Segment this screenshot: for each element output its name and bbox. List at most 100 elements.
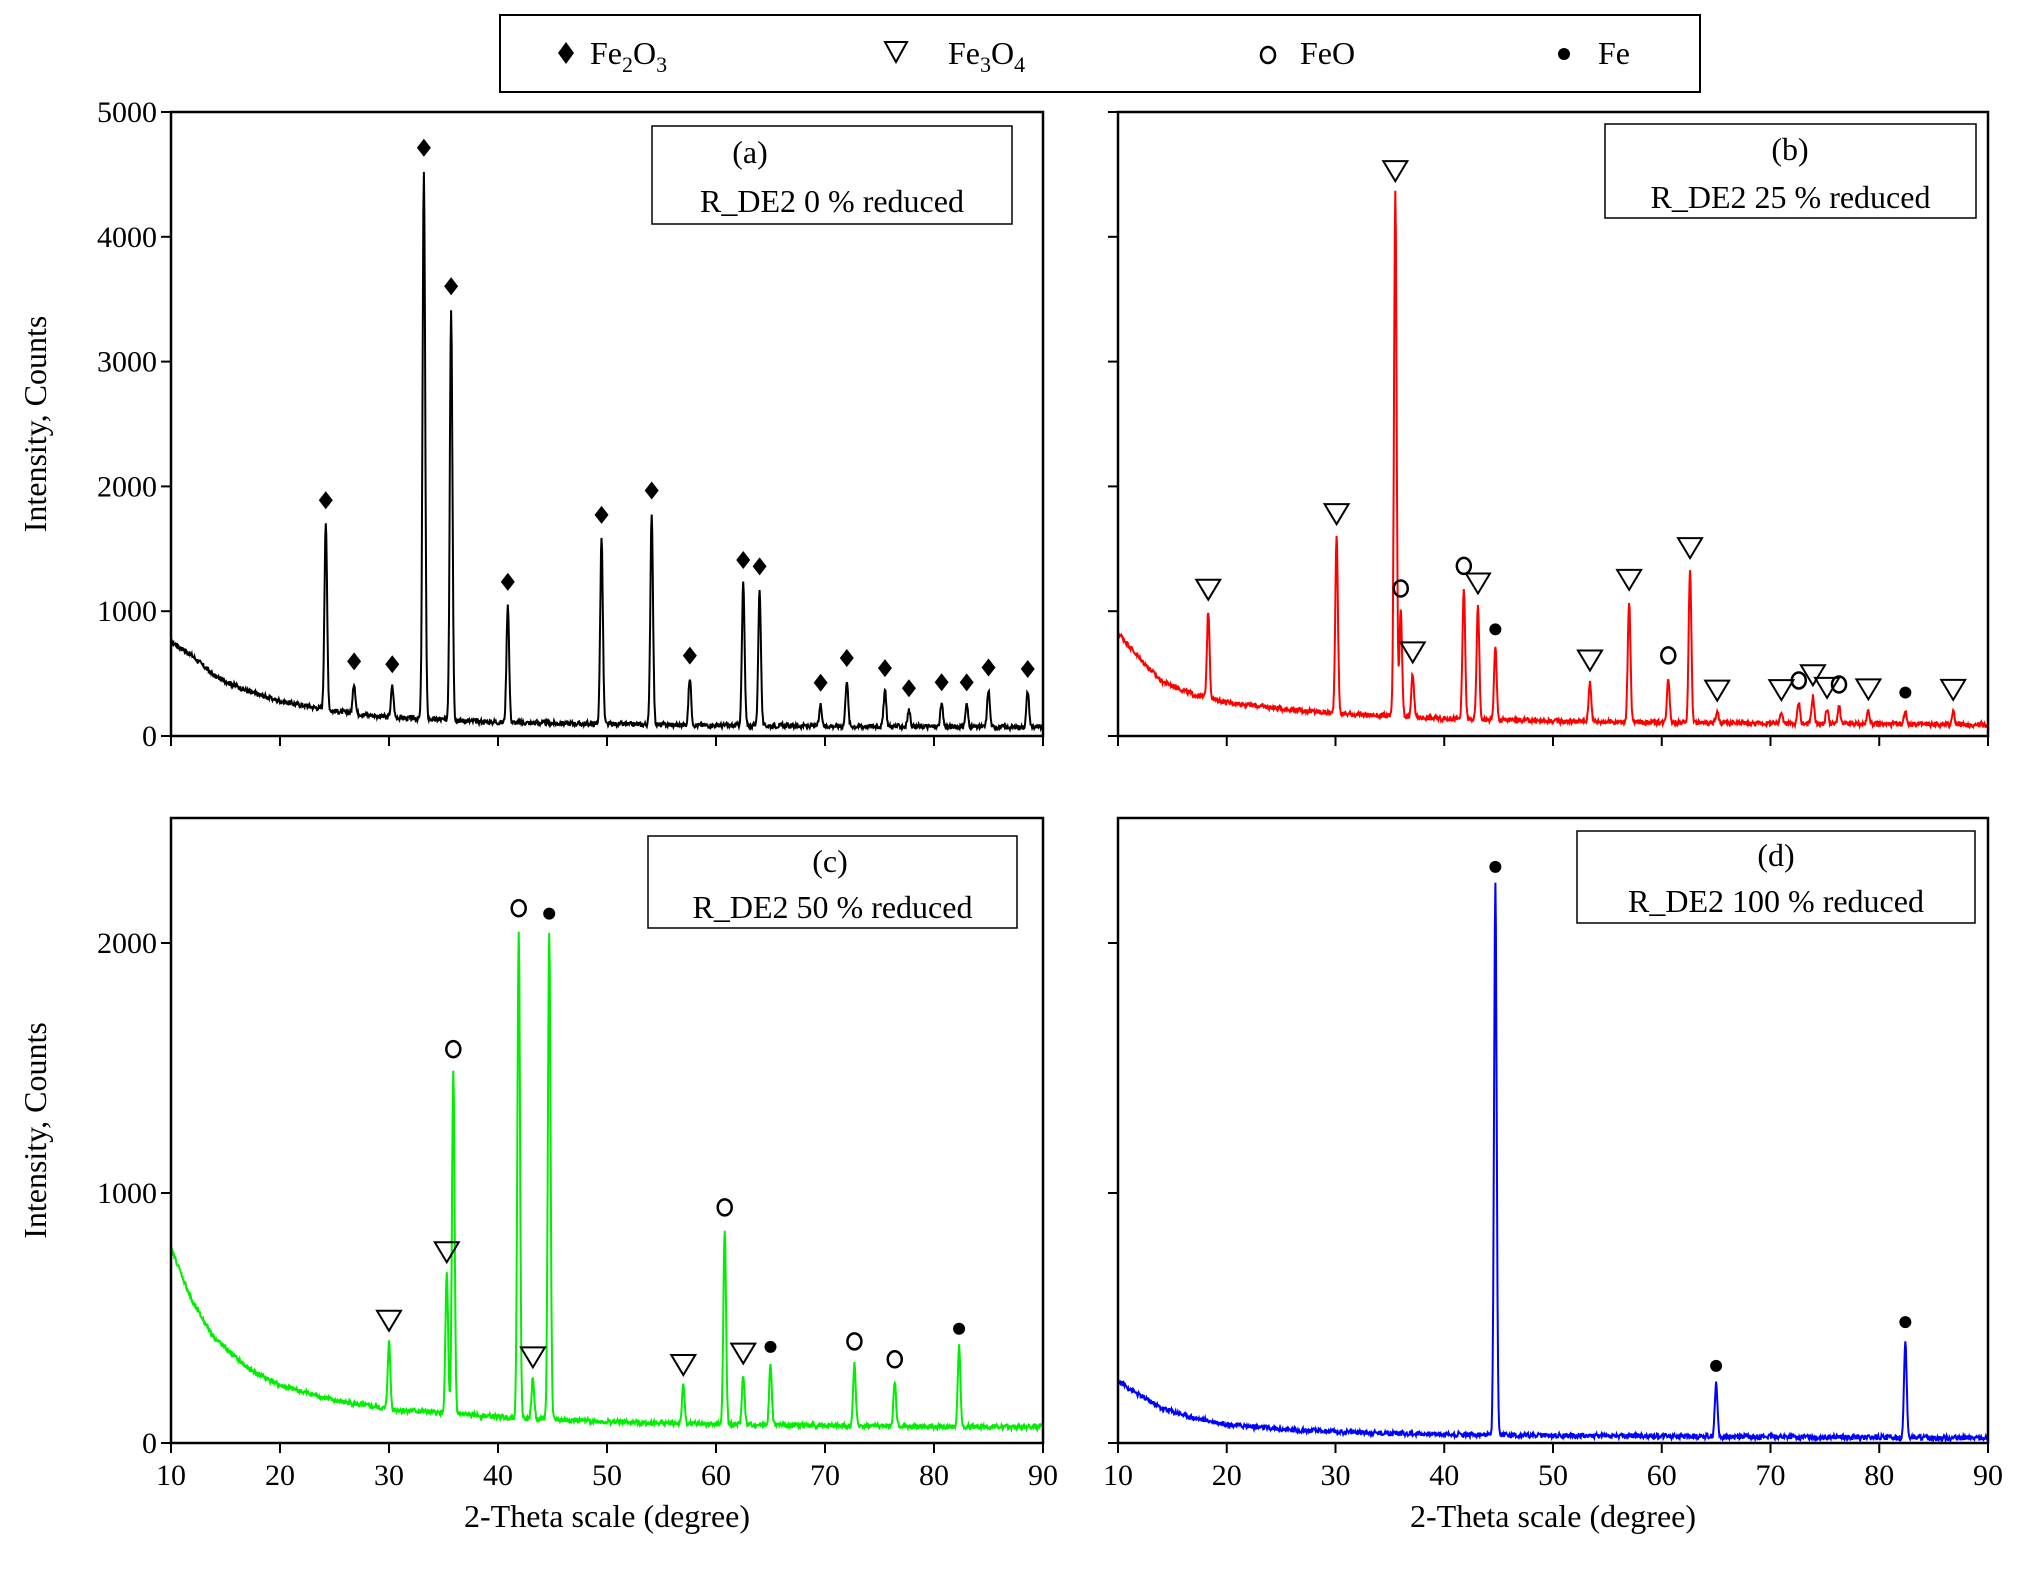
legend: Fe2O3 Fe3O4 FeO Fe [499,14,1701,93]
y-tick-label-c-2: 2000 [97,927,157,960]
peak-marker-c-10 [846,1332,863,1351]
x-tick-label-c-5: 60 [701,1459,731,1492]
legend-box [499,14,1701,93]
panel-label-c: R_DE2 50 % reduced [693,889,973,925]
x-tick-label-d-6: 70 [1756,1459,1786,1492]
peak-marker-b-17 [1830,675,1848,694]
peak-marker-b-13 [1767,679,1796,703]
panel-d: 10 20 30 40 50 60 70 80 90 2-Theta scale (degree)… [1103,816,2003,1534]
peak-marker-a-17 [981,658,996,677]
y-tick-label-a-2: 2000 [97,470,157,503]
peak-marker-b-5 [1455,556,1473,576]
legend-label-fe2o3: Fe2O3 [590,35,667,77]
peak-marker-b-6 [1464,572,1492,596]
peak-marker-c-8 [729,1342,758,1366]
peak-marker-c-9 [764,1340,777,1353]
peak-marker-c-2 [445,1039,462,1059]
legend-triangle-icon [883,41,909,65]
peak-marker-a-9 [736,551,751,570]
peak-marker-c-0 [375,1309,403,1333]
peak-marker-c-12 [953,1322,966,1335]
peak-marker-c-7 [716,1198,733,1217]
x-tick-label-d-1: 20 [1212,1459,1242,1492]
peak-marker-c-6 [669,1354,698,1377]
panel-letter-a: (a) [732,134,768,170]
peak-marker-b-14 [1790,671,1808,690]
panel-label-a: R_DE2 0 % reduced [700,183,964,219]
panel-label-d: R_DE2 100 % reduced [1628,883,1924,919]
peak-marker-b-11 [1676,537,1704,561]
x-axis-title-c: 2-Theta scale (degree) [464,1498,750,1534]
x-tick-label-d-0: 10 [1103,1459,1133,1492]
peak-marker-a-10 [752,557,767,576]
x-tick-label-c-6: 70 [810,1459,840,1492]
y-tick-label-a-3: 3000 [97,346,157,379]
x-tick-label-c-0: 10 [156,1459,186,1492]
y-tick-label-a-0: 0 [142,720,157,753]
peak-marker-b-18 [1854,678,1883,702]
series-line-a [170,171,1044,733]
x-tick-label-d-7: 80 [1864,1459,1894,1492]
y-axis-title-c: Intensity, Counts [17,1022,53,1239]
x-tick-label-d-3: 40 [1429,1459,1459,1492]
peak-marker-a-3 [416,138,431,157]
peak-marker-c-4 [519,1346,547,1370]
x-tick-label-c-3: 40 [483,1459,513,1492]
panel-b: (b) R_DE2 25 % reduced [1108,110,1990,746]
peak-marker-a-11 [813,673,828,692]
peak-marker-c-1 [433,1241,461,1265]
series-line-d [1117,882,1989,1444]
y-axis-title-a: Intensity, Counts [17,316,53,533]
x-tick-label-d-4: 50 [1538,1459,1568,1492]
peak-marker-a-12 [839,648,854,667]
peak-marker-c-11 [886,1350,904,1369]
peak-marker-d-1 [1710,1359,1723,1372]
x-axis-title-d: 2-Theta scale (degree) [1410,1498,1696,1534]
panel-c: 0 1000 2000 10 20 30 40 50 60 70 80 90 Intensity, Co… [17,816,1058,1534]
peak-marker-b-12 [1703,679,1731,703]
peak-marker-b-7 [1489,623,1502,636]
y-tick-label-a-5: 5000 [97,96,157,129]
panel-label-box-b [1604,123,1977,219]
panel-label-box-a [651,125,1013,225]
panel-letter-d: (d) [1757,837,1794,873]
peak-marker-c-3 [510,898,527,918]
peak-marker-a-4 [444,277,459,296]
legend-label-fe: Fe [1598,35,1630,71]
legend-label-feo: FeO [1300,35,1355,71]
peak-marker-a-7 [644,481,659,500]
x-tick-label-d-5: 60 [1647,1459,1677,1492]
x-tick-label-c-8: 90 [1028,1459,1058,1492]
peak-marker-b-10 [1660,646,1677,665]
peak-marker-d-0 [1489,860,1502,873]
peak-marker-b-1 [1322,503,1351,527]
peak-marker-b-4 [1398,641,1427,665]
peak-marker-a-18 [1020,659,1035,678]
series-line-b [1117,190,1989,731]
peak-marker-b-3 [1392,579,1409,598]
peak-marker-b-20 [1939,678,1967,702]
panel-letter-c: (c) [812,843,848,879]
peak-marker-c-5 [543,907,556,920]
x-tick-label-d-2: 30 [1321,1459,1351,1492]
peak-marker-b-19 [1899,686,1912,699]
panel-a: 0 1000 2000 3000 4000 5000 Intensity, Counts (a… [17,96,1045,753]
peak-marker-b-2 [1381,160,1410,184]
peak-marker-b-15 [1799,664,1827,688]
x-tick-label-d-8: 90 [1973,1459,2003,1492]
peak-marker-a-13 [877,659,892,678]
peak-marker-d-2 [1899,1316,1912,1329]
series-line-c [170,931,1044,1433]
peak-marker-b-0 [1194,578,1223,602]
peak-marker-a-16 [959,673,974,692]
y-tick-label-c-1: 1000 [97,1177,157,1210]
y-tick-label-c-0: 0 [142,1427,157,1460]
panel-label-b: R_DE2 25 % reduced [1651,179,1931,215]
peak-marker-a-2 [385,655,400,674]
peak-marker-b-16 [1813,676,1841,700]
panel-letter-b: (b) [1771,131,1808,167]
x-tick-label-c-4: 50 [592,1459,622,1492]
legend-dot-icon [1558,48,1570,60]
legend-label-fe3o4: Fe3O4 [948,35,1025,77]
panel-label-box-d [1576,830,1976,924]
